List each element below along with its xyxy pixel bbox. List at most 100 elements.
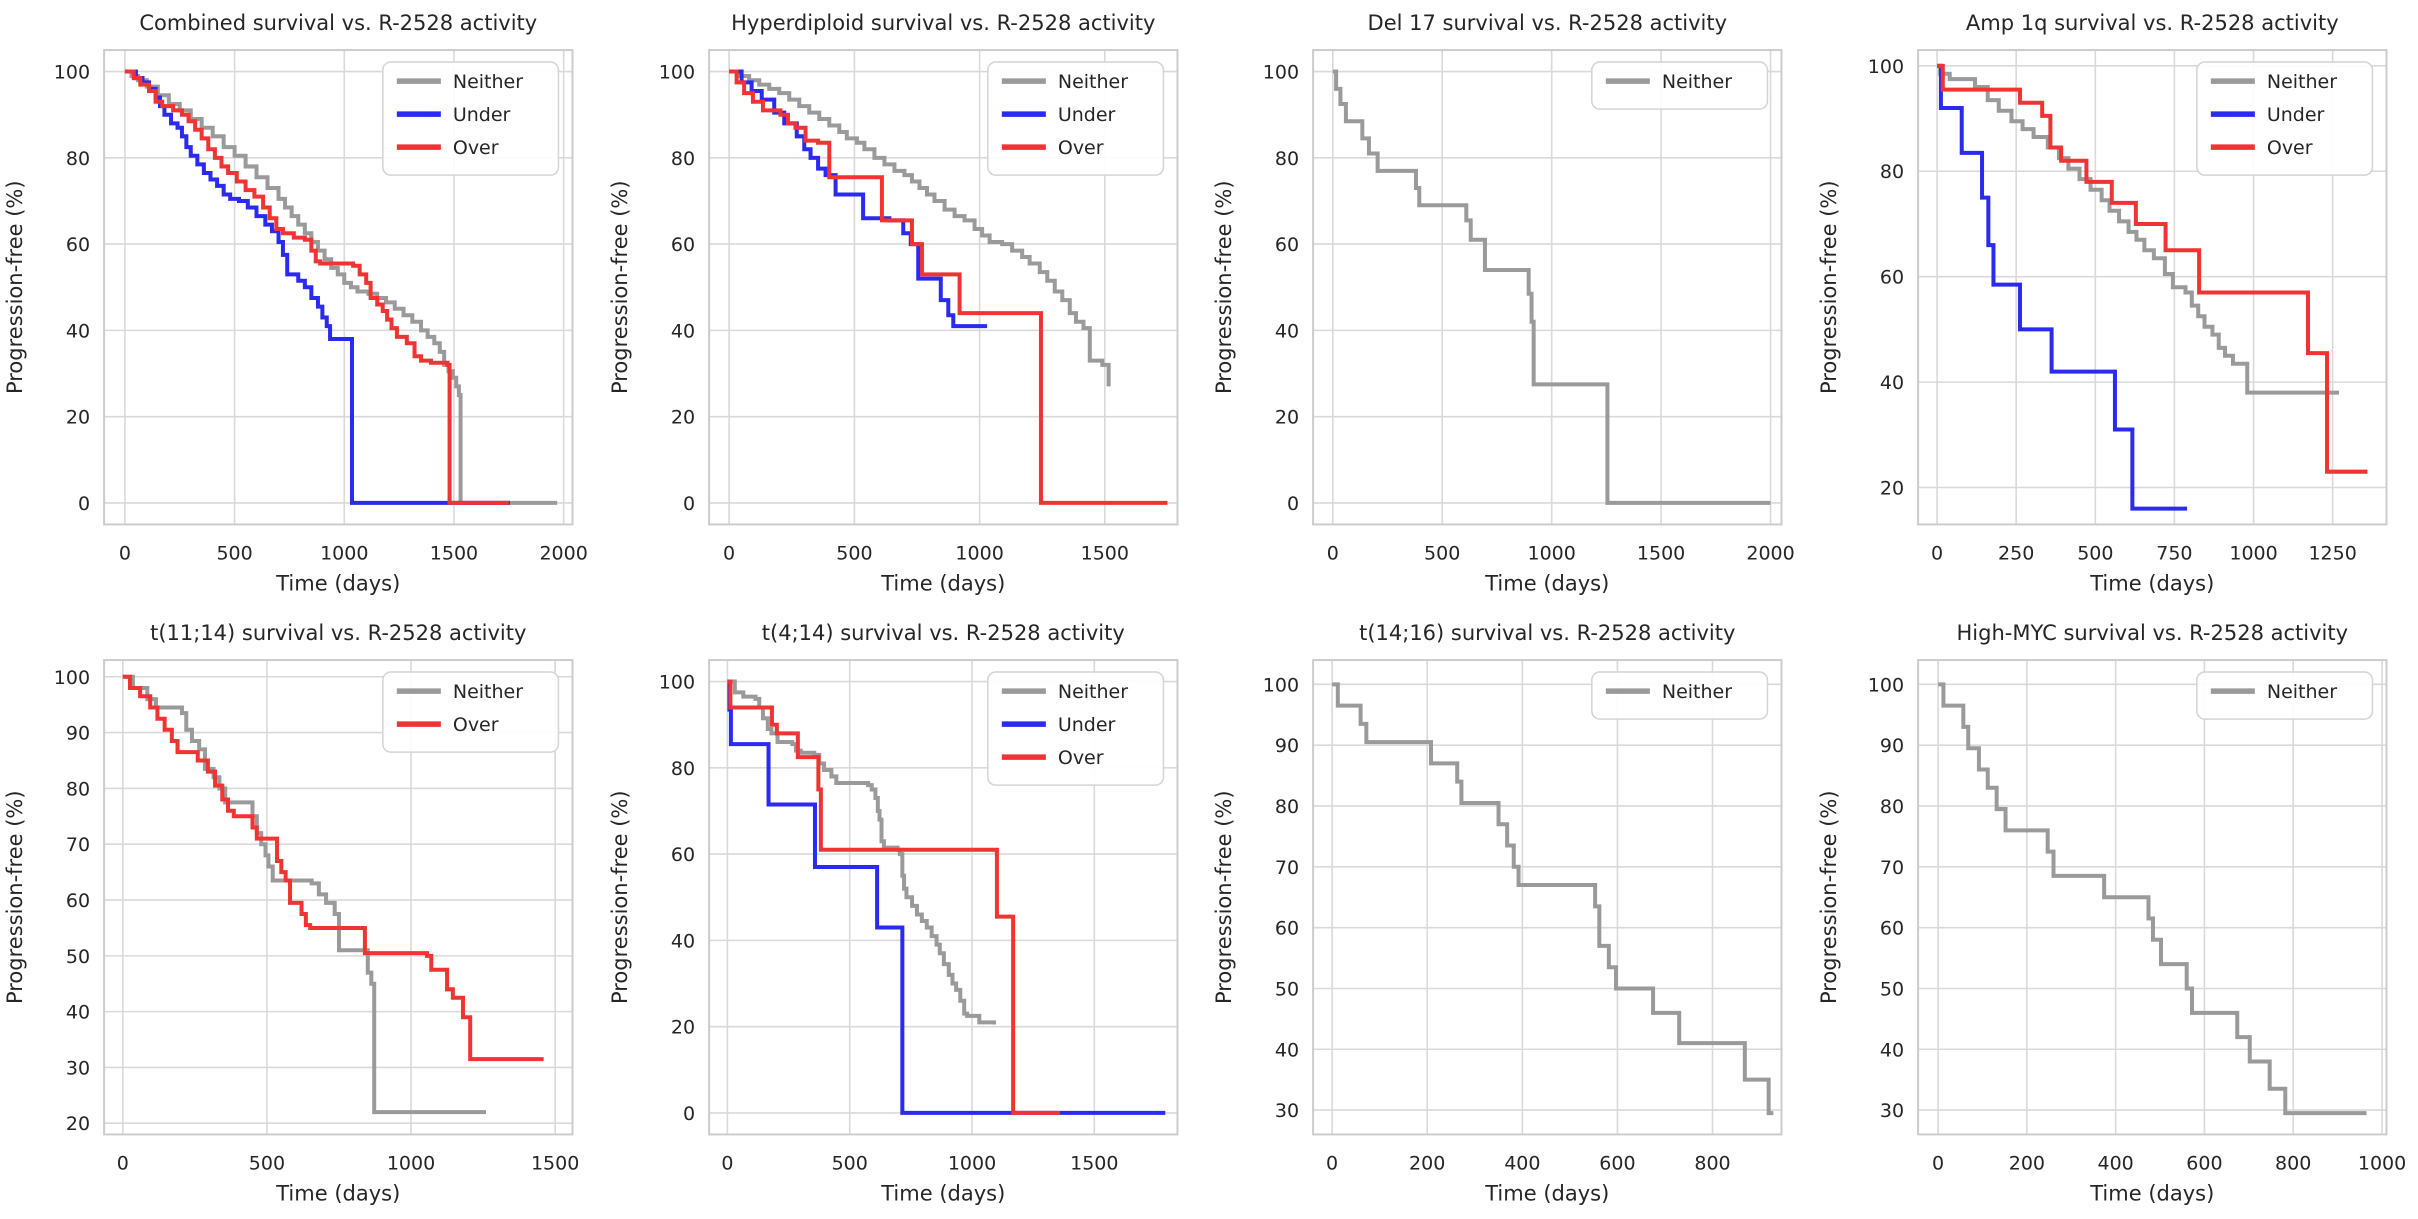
x-tick-label: 1000: [1528, 542, 1576, 564]
y-tick-label: 60: [1275, 917, 1299, 939]
y-tick-label: 80: [66, 778, 90, 800]
legend-label-over: Over: [2266, 137, 2312, 159]
y-tick-label: 90: [66, 722, 90, 744]
y-axis-label: Progression-free (%): [1211, 790, 1236, 1004]
legend-label-neither: Neither: [2266, 681, 2336, 703]
y-tick-label: 70: [1879, 856, 1903, 878]
x-axis-label: Time (days): [880, 1180, 1005, 1205]
y-tick-label: 90: [1879, 735, 1903, 757]
y-tick-label: 70: [66, 834, 90, 856]
x-tick-label: 500: [249, 1152, 285, 1174]
y-tick-label: 0: [78, 493, 90, 515]
y-tick-label: 60: [66, 234, 90, 256]
y-tick-label: 80: [1275, 148, 1299, 170]
y-tick-label: 60: [1879, 267, 1903, 289]
y-tick-label: 50: [66, 945, 90, 967]
chart-title: Del 17 survival vs. R-2528 activity: [1368, 10, 1728, 35]
y-tick-label: 40: [670, 930, 694, 952]
legend-label-neither: Neither: [1057, 681, 1127, 703]
x-axis-label: Time (days): [2089, 1180, 2214, 1205]
series-line-under: [1937, 66, 2187, 509]
y-axis-label: Progression-free (%): [1211, 180, 1236, 394]
x-tick-label: 0: [1931, 542, 1943, 564]
x-tick-label: 1000: [2229, 542, 2277, 564]
x-tick-label: 1500: [1070, 1152, 1118, 1174]
x-axis-label: Time (days): [275, 570, 400, 595]
y-tick-label: 80: [670, 148, 694, 170]
x-tick-label: 1500: [430, 542, 478, 564]
y-tick-label: 60: [670, 234, 694, 256]
x-axis-label: Time (days): [1484, 1180, 1609, 1205]
x-tick-label: 500: [1424, 542, 1460, 564]
y-tick-label: 100: [658, 62, 694, 84]
x-tick-label: 1000: [2357, 1152, 2405, 1174]
chart-title: Hyperdiploid survival vs. R-2528 activit…: [731, 10, 1155, 35]
x-tick-label: 1500: [531, 1152, 579, 1174]
y-tick-label: 100: [1867, 56, 1903, 78]
y-tick-label: 100: [54, 666, 90, 688]
legend-label-neither: Neither: [1662, 681, 1732, 703]
x-tick-label: 1000: [947, 1152, 995, 1174]
y-axis-label: Progression-free (%): [2, 790, 27, 1004]
y-axis-label: Progression-free (%): [1816, 180, 1841, 394]
legend-label-neither: Neither: [2266, 71, 2336, 93]
y-tick-label: 80: [66, 148, 90, 170]
y-tick-label: 80: [1879, 795, 1903, 817]
y-tick-label: 100: [1867, 674, 1903, 696]
y-tick-label: 40: [66, 1001, 90, 1023]
y-tick-label: 40: [1275, 320, 1299, 342]
chart-title: t(4;14) survival vs. R-2528 activity: [761, 620, 1124, 645]
x-tick-label: 0: [1327, 542, 1339, 564]
x-tick-label: 1500: [1080, 542, 1128, 564]
legend-label-over: Over: [1057, 747, 1103, 769]
y-tick-label: 40: [670, 320, 694, 342]
y-tick-label: 20: [670, 1016, 694, 1038]
x-tick-label: 1000: [955, 542, 1003, 564]
y-tick-label: 0: [682, 493, 694, 515]
x-tick-label: 500: [831, 1152, 867, 1174]
x-tick-label: 0: [721, 1152, 733, 1174]
axes-border: [1313, 660, 1781, 1134]
y-tick-label: 20: [670, 407, 694, 429]
y-tick-label: 40: [66, 320, 90, 342]
x-axis-label: Time (days): [275, 1180, 400, 1205]
chart-title: Combined survival vs. R-2528 activity: [139, 10, 537, 35]
x-tick-label: 500: [2077, 542, 2113, 564]
chart-title: Amp 1q survival vs. R-2528 activity: [1965, 10, 2338, 35]
y-tick-label: 0: [682, 1102, 694, 1124]
x-tick-label: 0: [1326, 1152, 1338, 1174]
y-axis-label: Progression-free (%): [607, 180, 632, 394]
x-tick-label: 2000: [1746, 542, 1794, 564]
y-axis-label: Progression-free (%): [1816, 790, 1841, 1004]
x-tick-label: 400: [2097, 1152, 2133, 1174]
legend-label-under: Under: [2266, 104, 2324, 126]
x-tick-label: 1250: [2308, 542, 2356, 564]
y-tick-label: 80: [1275, 795, 1299, 817]
y-tick-label: 30: [1879, 1100, 1903, 1122]
legend-label-neither: Neither: [1057, 71, 1127, 93]
x-tick-label: 1500: [1637, 542, 1685, 564]
y-tick-label: 100: [1263, 674, 1299, 696]
x-axis-label: Time (days): [2089, 570, 2214, 595]
y-tick-label: 80: [670, 757, 694, 779]
y-axis-label: Progression-free (%): [2, 180, 27, 394]
legend-label-over: Over: [1057, 137, 1103, 159]
